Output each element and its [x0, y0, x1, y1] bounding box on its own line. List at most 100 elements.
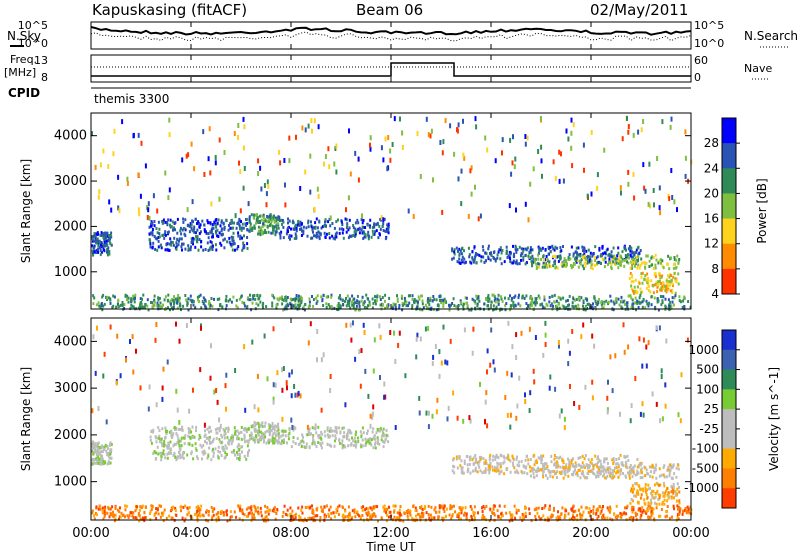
scatter-point — [282, 433, 285, 437]
scatter-point — [658, 467, 661, 471]
scatter-point — [650, 256, 653, 260]
scatter-point — [243, 344, 246, 350]
colorbar-swatch — [722, 243, 736, 270]
scatter-point — [330, 305, 333, 309]
scatter-point — [187, 427, 190, 430]
scatter-point — [227, 441, 230, 445]
scatter-point — [127, 516, 130, 519]
scatter-point — [213, 389, 216, 395]
scatter-point — [218, 297, 221, 301]
scatter-point — [403, 512, 406, 515]
scatter-point — [453, 471, 456, 475]
scatter-point — [248, 216, 251, 220]
scatter-point — [540, 144, 543, 150]
scatter-point — [605, 476, 608, 480]
scatter-point — [233, 221, 235, 225]
scatter-point — [541, 463, 544, 466]
scatter-point — [211, 248, 214, 251]
scatter-point — [553, 457, 556, 461]
scatter-point — [103, 445, 106, 449]
scatter-point — [383, 507, 386, 511]
scatter-point — [91, 249, 94, 253]
scatter-point — [505, 456, 508, 460]
scatter-point — [660, 508, 663, 511]
scatter-point — [521, 471, 524, 475]
scatter-point — [168, 242, 171, 246]
scatter-point — [236, 437, 238, 441]
scatter-point — [456, 513, 459, 517]
scatter-point — [524, 134, 527, 139]
scatter-point — [671, 288, 674, 292]
scatter-point — [237, 231, 240, 235]
scatter-point — [524, 201, 527, 207]
scatter-point — [658, 205, 661, 211]
scatter-point — [497, 298, 500, 302]
scatter-point — [475, 460, 478, 463]
scatter-point — [184, 218, 187, 222]
scatter-point — [299, 441, 302, 445]
scatter-point — [354, 515, 357, 519]
scatter-point — [198, 232, 201, 235]
scatter-point — [408, 301, 411, 305]
scatter-point — [474, 254, 477, 258]
scatter-point — [191, 443, 194, 447]
scatter-point — [328, 217, 331, 221]
scatter-point — [143, 519, 146, 523]
scatter-point — [324, 236, 327, 239]
scatter-point — [194, 447, 197, 450]
scatter-point — [329, 374, 332, 379]
scatter-point — [376, 436, 379, 440]
scatter-point — [516, 262, 519, 266]
scatter-point — [567, 136, 570, 142]
scatter-point — [331, 429, 334, 433]
scatter-point — [304, 303, 307, 307]
scatter-point — [346, 514, 349, 518]
scatter-point — [507, 254, 510, 258]
scatter-point — [192, 239, 195, 243]
scatter-point — [293, 297, 296, 301]
scatter-point — [316, 506, 319, 510]
scatter-point — [556, 470, 559, 473]
scatter-point — [186, 506, 189, 510]
scatter-point — [178, 451, 180, 454]
scatter-point — [94, 448, 97, 452]
scatter-point — [552, 159, 555, 165]
scatter-point — [126, 294, 129, 298]
scatter-point — [172, 444, 175, 448]
scatter-point — [245, 217, 248, 221]
scatter-point — [466, 301, 469, 305]
scatter-point — [212, 513, 215, 517]
scatter-point — [159, 515, 162, 519]
scatter-point — [156, 231, 159, 235]
scatter-point — [283, 504, 286, 508]
scatter-point — [206, 427, 209, 431]
scatter-point — [232, 450, 235, 454]
scatter-point — [636, 472, 638, 476]
scatter-point — [351, 515, 354, 519]
scatter-point — [279, 296, 282, 300]
scatter-point — [638, 484, 641, 488]
scatter-point — [257, 303, 260, 307]
scatter-point — [93, 239, 96, 243]
scatter-point — [102, 232, 105, 236]
scatter-point — [356, 294, 359, 298]
scatter-point — [168, 248, 171, 252]
scatter-point — [531, 264, 534, 268]
scatter-point — [453, 250, 456, 254]
scatter-point — [592, 463, 595, 467]
scatter-point — [241, 248, 244, 252]
scatter-point — [522, 513, 525, 517]
scatter-point — [204, 298, 206, 302]
scatter-point — [197, 505, 200, 508]
scatter-point — [672, 486, 675, 489]
scatter-point — [191, 299, 194, 303]
scatter-point — [103, 233, 106, 237]
scatter-point — [377, 236, 380, 240]
scatter-point — [301, 125, 304, 131]
scatter-point — [482, 516, 485, 520]
scatter-point — [575, 463, 578, 467]
scatter-point — [271, 218, 274, 222]
scatter-point — [120, 303, 122, 307]
scatter-point — [501, 299, 504, 303]
scatter-point — [672, 483, 675, 486]
